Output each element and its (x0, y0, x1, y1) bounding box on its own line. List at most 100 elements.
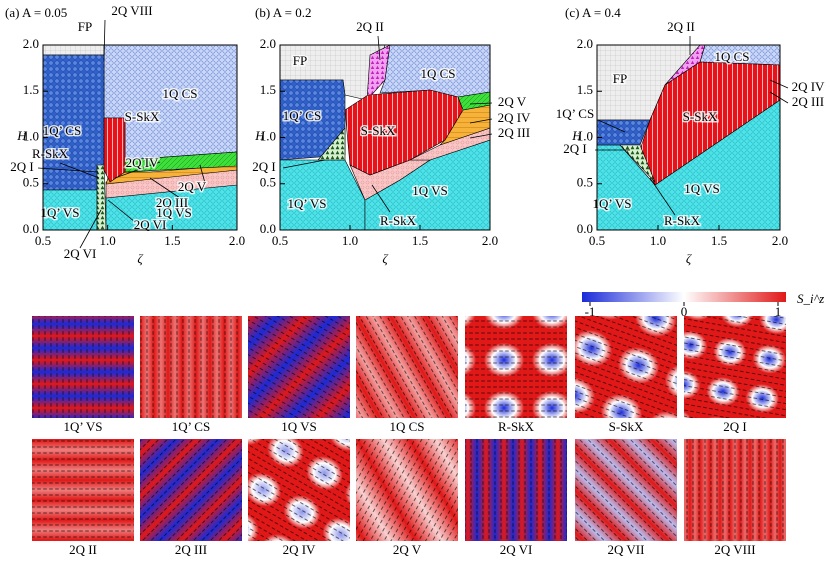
region (317, 127, 346, 161)
x-tick-label: 1.0 (650, 233, 666, 248)
colorbar-label: S_i^z (797, 291, 824, 306)
leader-line (282, 159, 326, 169)
phase-label: 2Q V (498, 94, 527, 109)
x-axis-label: ζ (686, 251, 692, 266)
colorbar (582, 292, 786, 302)
phase-label: 1Q’ VS (593, 196, 632, 211)
leader-line (199, 164, 206, 184)
y-tick-label: 2.0 (260, 36, 276, 51)
region (344, 89, 464, 176)
texture-label: 2Q II (69, 542, 97, 557)
phase-label: 1Q’ VS (41, 205, 80, 220)
phase-label: R-SkX (664, 213, 701, 228)
colorbar-tick-label: -1 (585, 304, 596, 319)
panel-title: (b) A = 0.2 (255, 5, 311, 20)
x-tick-label: 0.5 (589, 233, 605, 248)
spin-arrows (248, 316, 350, 418)
region (103, 117, 126, 183)
region (42, 44, 105, 56)
phase-label: 2Q VIII (111, 3, 152, 18)
spin-arrows (140, 316, 242, 418)
spin-arrows (32, 439, 134, 541)
x-tick-label: 0.5 (272, 233, 288, 248)
texture-label: 2Q VIII (714, 542, 755, 557)
region (96, 164, 107, 231)
leader-line (377, 35, 381, 61)
x-tick-label: 0.5 (35, 233, 51, 248)
spin-arrows (140, 439, 242, 541)
y-tick-label: 1.0 (577, 128, 593, 143)
phase-label: R-SkX (380, 213, 417, 228)
phase-label: 1Q’ CS (283, 108, 321, 123)
panel-title: (a) A = 0.05 (5, 5, 67, 20)
leader-line (597, 119, 626, 133)
y-tick-label: 1.0 (23, 128, 39, 143)
x-tick-label: 1.5 (164, 233, 180, 248)
y-tick-label: 1.5 (577, 82, 593, 97)
colorbar-tick-label: 1 (775, 304, 782, 319)
texture-label: 2Q I (723, 419, 746, 434)
spin-arrows (248, 439, 350, 541)
leader-line (469, 133, 493, 139)
spin-arrows (684, 316, 786, 418)
phase-label: 2Q I (252, 159, 275, 174)
phase-label: S-SkX (125, 109, 160, 124)
texture-label: 1Q VS (281, 419, 317, 434)
phase-label: FP (613, 71, 627, 86)
y-tick-label: 0.0 (23, 221, 39, 236)
x-tick-label: 2.0 (772, 233, 788, 248)
phase-regions (279, 44, 491, 231)
x-tick-label: 2.0 (229, 233, 245, 248)
leader-line (103, 19, 106, 61)
y-axis-label: H (16, 128, 27, 143)
x-tick-label: 1.0 (342, 233, 358, 248)
y-tick-label: 0.0 (260, 221, 276, 236)
x-axis-label: ζ (382, 251, 388, 266)
texture-label: 2Q IV (283, 542, 316, 557)
leader-line (371, 184, 391, 213)
y-tick-label: 0.0 (577, 221, 593, 236)
x-axis-label: ζ (137, 251, 143, 266)
phase-label: 1Q’ CS (43, 123, 81, 138)
leader-line (37, 167, 99, 173)
texture-label: 1Q CS (389, 419, 424, 434)
phase-label: 2Q III (156, 195, 188, 210)
phase-label: 2Q I (10, 159, 33, 174)
leader-line (769, 79, 789, 89)
x-tick-label: 1.5 (711, 233, 727, 248)
region (619, 144, 656, 183)
leader-line (79, 209, 102, 249)
y-axis-label: H (254, 128, 265, 143)
spin-arrows (575, 439, 677, 541)
spin-arrows (575, 316, 677, 418)
texture-label: 2Q VII (608, 542, 645, 557)
region (596, 119, 651, 146)
y-tick-label: 2.0 (23, 36, 39, 51)
y-tick-label: 1.0 (260, 128, 276, 143)
phase-label: 1Q VS (156, 205, 192, 220)
spin-arrows (32, 316, 134, 418)
y-tick-label: 0.5 (577, 175, 593, 190)
phase-label: R-SkX (32, 146, 69, 161)
phase-label: 1Q’ CS (556, 106, 594, 121)
phase-regions (596, 44, 781, 231)
panel-title: (c) A = 0.4 (565, 5, 621, 20)
phase-label: 2Q VI (64, 246, 97, 261)
phase-regions (42, 44, 238, 231)
x-tick-label: 2.0 (482, 233, 498, 248)
phase-label: FP (78, 19, 92, 34)
phase-label: S-SkX (361, 123, 396, 138)
phase-label: 1Q CS (714, 49, 749, 64)
leader-line (149, 177, 181, 199)
y-tick-label: 2.0 (577, 36, 593, 51)
spin-arrows (465, 439, 567, 541)
leader-line (114, 161, 161, 179)
texture-label: 2Q III (175, 542, 207, 557)
phase-label: 2Q VI (134, 217, 167, 232)
phase-label: 2Q IV (126, 155, 159, 170)
y-tick-label: 0.5 (23, 175, 39, 190)
phase-label: 2Q III (792, 94, 824, 109)
phase-label: 2Q I (563, 141, 586, 156)
phase-label: S-SkX (683, 109, 718, 124)
